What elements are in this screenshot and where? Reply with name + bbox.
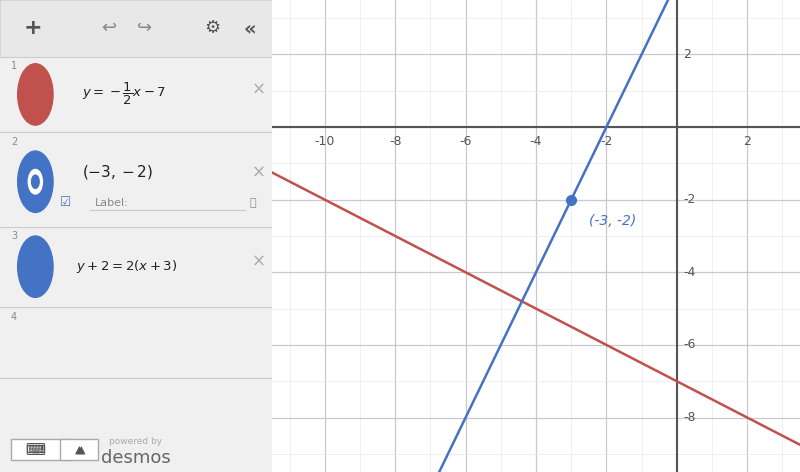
Text: -8: -8 xyxy=(683,411,696,424)
Text: -4: -4 xyxy=(683,266,695,279)
Text: «: « xyxy=(244,19,257,38)
Text: ⚙: ⚙ xyxy=(204,19,220,37)
Text: powered by: powered by xyxy=(110,437,162,446)
Text: -2: -2 xyxy=(600,135,613,148)
Text: 🔧: 🔧 xyxy=(250,198,256,208)
Text: ▲: ▲ xyxy=(74,444,83,455)
Text: -6: -6 xyxy=(683,338,695,352)
Text: ↪: ↪ xyxy=(137,19,152,37)
Text: 2: 2 xyxy=(11,137,17,147)
Text: 1: 1 xyxy=(11,61,17,71)
Text: 2: 2 xyxy=(683,48,691,61)
Text: Label:: Label: xyxy=(95,198,129,208)
Text: 3: 3 xyxy=(11,231,17,241)
Text: ×: × xyxy=(251,81,266,99)
Bar xyxy=(11,439,70,460)
Circle shape xyxy=(18,151,53,212)
Text: $y = -\dfrac{1}{2}x - 7$: $y = -\dfrac{1}{2}x - 7$ xyxy=(82,81,166,108)
Text: desmos: desmos xyxy=(101,449,171,467)
Text: 4: 4 xyxy=(11,312,17,321)
Text: ⌨: ⌨ xyxy=(26,442,46,456)
Text: -4: -4 xyxy=(530,135,542,148)
Text: $(-3,-2)$: $(-3,-2)$ xyxy=(82,163,153,181)
Text: -8: -8 xyxy=(389,135,402,148)
Text: -6: -6 xyxy=(459,135,472,148)
Circle shape xyxy=(18,236,53,297)
Text: -10: -10 xyxy=(314,135,335,148)
Circle shape xyxy=(28,169,42,194)
Circle shape xyxy=(31,175,39,188)
Bar xyxy=(60,439,98,460)
Text: ▲: ▲ xyxy=(78,444,86,455)
Text: N: N xyxy=(30,260,41,274)
Text: ×: × xyxy=(251,163,266,181)
Text: $y + 2 = 2(x + 3)$: $y + 2 = 2(x + 3)$ xyxy=(76,258,178,275)
Text: ☑: ☑ xyxy=(60,196,71,210)
Text: ↩: ↩ xyxy=(102,19,116,37)
Text: (-3, -2): (-3, -2) xyxy=(589,214,636,228)
Text: ⌨: ⌨ xyxy=(26,444,46,458)
Text: N: N xyxy=(30,87,41,101)
Text: 2: 2 xyxy=(743,135,751,148)
Text: +: + xyxy=(23,18,42,38)
Circle shape xyxy=(18,64,53,125)
Text: -2: -2 xyxy=(683,193,695,206)
Text: ×: × xyxy=(251,253,266,271)
Bar xyxy=(0,0,272,57)
